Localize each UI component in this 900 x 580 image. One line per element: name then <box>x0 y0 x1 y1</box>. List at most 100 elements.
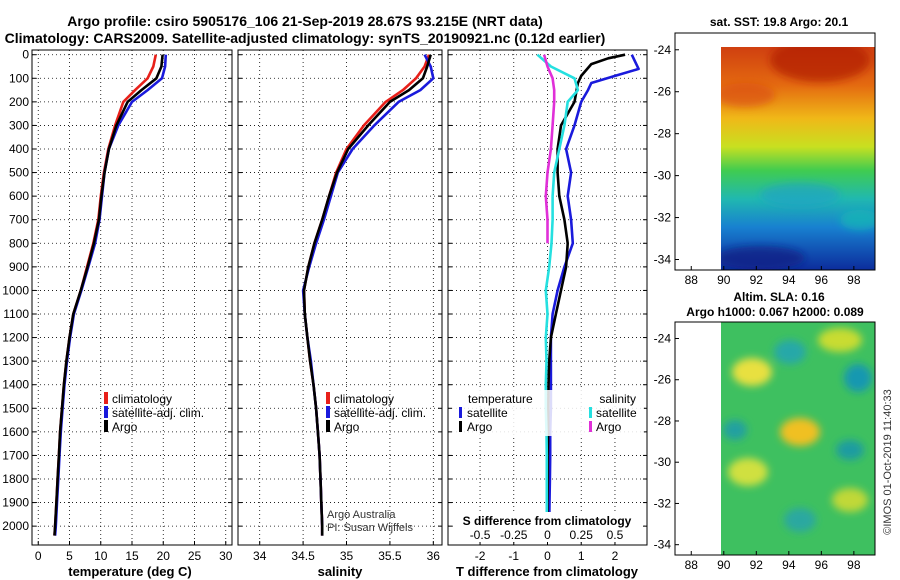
legend-label-satellite: satellite-adj. clim. <box>112 406 204 420</box>
x-tick-label: 35 <box>340 549 354 563</box>
depth-tick-label: 1100 <box>3 307 29 321</box>
map-lat-label: -24 <box>654 43 672 57</box>
map-lon-label: 94 <box>782 558 796 572</box>
x-tick-label: 36 <box>427 549 441 563</box>
x-tick-label: 1 <box>578 549 585 563</box>
map-lon-label: 98 <box>847 558 861 572</box>
x-tick-label: -1 <box>508 549 519 563</box>
depth-tick-label: 1600 <box>2 425 29 439</box>
difference-series <box>536 53 640 536</box>
annotation-argo-australia: Argo Australia <box>327 509 396 521</box>
depth-tick-label: 1400 <box>2 378 29 392</box>
legend-title-temperature: temperature <box>468 392 533 406</box>
legend-swatch-t-argo <box>459 421 462 432</box>
depth-tick-label: 1200 <box>2 331 29 345</box>
legend-label-t-satellite: satellite <box>467 406 508 420</box>
sst-map-field <box>721 47 875 270</box>
map-lon-label: 98 <box>847 273 861 287</box>
depth-tick-label: 2000 <box>2 519 29 533</box>
map-lat-label: -26 <box>654 373 672 387</box>
map-lon-label: 94 <box>782 273 796 287</box>
temperature-legend: climatology satellite-adj. clim. Argo <box>104 392 204 434</box>
depth-tick-label: 200 <box>9 95 29 109</box>
legend-swatch-argo <box>326 420 330 432</box>
map-lat-label: -32 <box>654 496 672 510</box>
annotation-pi: PI: Susan Wijffels <box>327 522 413 534</box>
x-tick-label: 20 <box>157 549 171 563</box>
sla-low-blob <box>836 440 864 460</box>
legend-swatch-climatology <box>326 392 330 404</box>
sla-high-blob <box>818 328 862 352</box>
temperature-tick-labels: 0 5 10 15 20 25 30 <box>35 549 233 563</box>
sla-map-ticks: 88 90 92 94 96 98 -24 -26 -28 -30 -32 -34 <box>654 331 861 572</box>
temperature-xlabel: temperature (deg C) <box>68 564 192 579</box>
salinity-series <box>301 54 435 536</box>
map-lon-label: 96 <box>815 273 829 287</box>
sst-cool-blob <box>840 210 875 230</box>
s-tick-label: 0 <box>544 528 551 542</box>
depth-tick-label: 1500 <box>2 401 29 415</box>
map-lon-label: 92 <box>750 273 764 287</box>
sst-cool-blob <box>760 183 840 207</box>
sst-warm-blob <box>770 47 870 82</box>
title-line-1: Argo profile: csiro 5905176_106 21-Sep-2… <box>67 13 542 29</box>
imos-timestamp: ©IMOS 01-Oct-2019 11:40:33 <box>882 389 894 534</box>
sla-map-field <box>721 322 875 555</box>
sst-texture <box>721 47 875 270</box>
sla-high-blob <box>732 358 772 386</box>
legend-swatch-s-argo <box>589 421 592 432</box>
legend-label-climatology: climatology <box>334 392 394 406</box>
map-lon-label: 88 <box>685 558 699 572</box>
sst-map-panel: sat. SST: 19.8 Argo: 20.1 88 90 92 94 96 98 -2… <box>654 15 876 287</box>
x-tick-label: 15 <box>125 549 139 563</box>
sla-high-blob <box>780 418 820 446</box>
sla-map-frame <box>674 321 876 556</box>
difference-legend: temperature salinity satellite Argo sate… <box>452 390 644 436</box>
x-tick-label: 10 <box>94 549 108 563</box>
legend-swatch-satellite <box>104 406 108 418</box>
x-tick-label: 0 <box>544 549 551 563</box>
x-tick-label: 35.5 <box>378 549 402 563</box>
sst-cold-blob <box>721 246 805 270</box>
legend-swatch-s-satellite <box>589 407 592 418</box>
sla-high-blob <box>832 488 868 512</box>
s-tick-label: 0.25 <box>570 528 594 542</box>
series-t-satellite <box>547 54 640 536</box>
map-lat-label: -30 <box>654 169 672 183</box>
x-tick-label: 34 <box>253 549 267 563</box>
x-tick-label: 34.5 <box>291 549 315 563</box>
legend-label-t-argo: Argo <box>467 420 493 434</box>
legend-label-argo: Argo <box>112 420 138 434</box>
legend-swatch-climatology <box>104 392 108 404</box>
series-s-argo <box>542 54 556 244</box>
depth-tick-label: 1800 <box>2 472 29 486</box>
sst-map-frame <box>674 32 876 271</box>
s-tick-label: -0.25 <box>500 528 528 542</box>
series-argo <box>302 54 432 536</box>
s-difference-xlabel: S difference from climatology <box>463 514 632 528</box>
map-lon-label: 96 <box>815 558 829 572</box>
sla-low-blob <box>784 508 816 532</box>
x-tick-label: 5 <box>66 549 73 563</box>
x-tick-label: 25 <box>188 549 202 563</box>
salinity-plot-frame <box>237 49 443 546</box>
legend-label-s-satellite: satellite <box>596 406 637 420</box>
legend-label-s-argo: Argo <box>596 420 622 434</box>
difference-panel: -2 -1 0 1 2 S difference from climatology -0… <box>447 49 648 579</box>
sst-warm-blob <box>721 83 775 107</box>
map-lat-label: -34 <box>654 253 672 267</box>
difference-depth-grid <box>448 54 647 527</box>
salinity-legend: climatology satellite-adj. clim. Argo <box>326 392 426 434</box>
legend-swatch-t-satellite <box>459 407 462 418</box>
legend-label-climatology: climatology <box>112 392 172 406</box>
depth-tick-label: 1000 <box>2 283 29 297</box>
series-s-satellite <box>536 53 580 536</box>
depth-tick-label: 1300 <box>2 354 29 368</box>
map-lat-label: -34 <box>654 538 672 552</box>
salinity-xlabel: salinity <box>318 564 364 579</box>
depth-tick-label: 0 <box>22 48 29 62</box>
map-lon-label: 88 <box>685 273 699 287</box>
sla-low-blob <box>844 364 872 392</box>
sla-texture <box>723 328 872 532</box>
